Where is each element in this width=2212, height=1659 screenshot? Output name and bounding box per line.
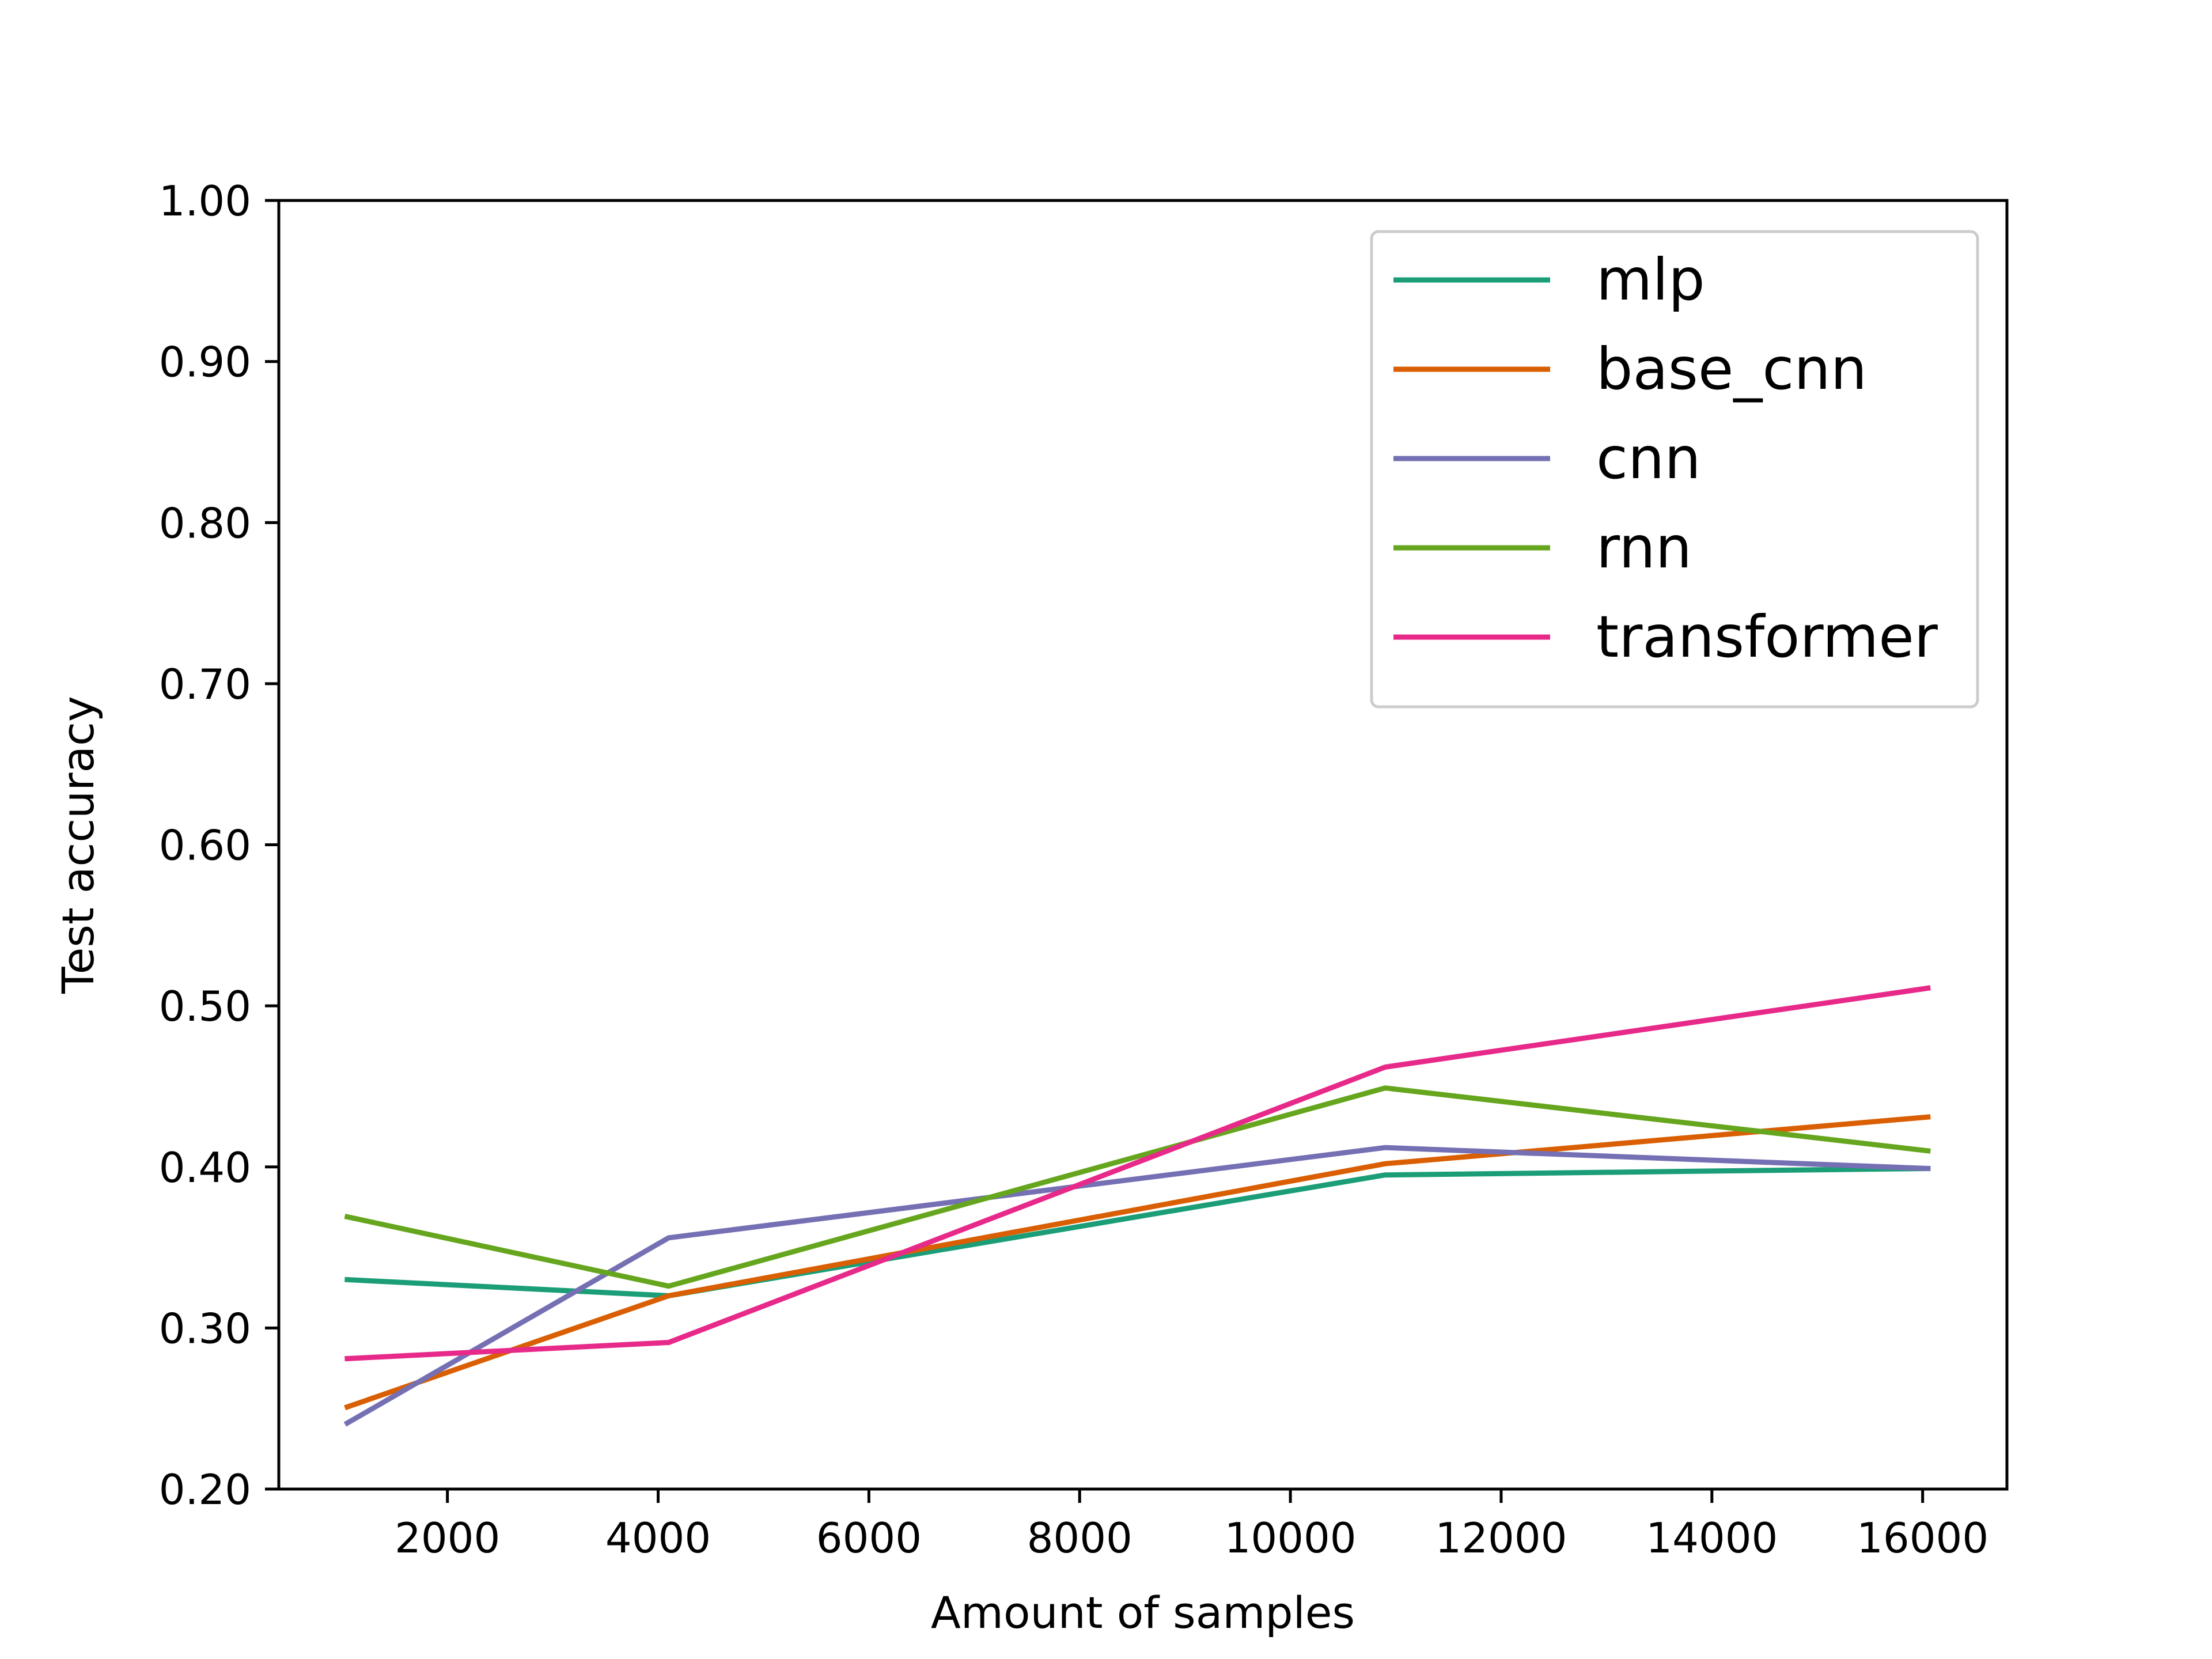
y-tick-label: 0.70 [159,660,251,709]
y-tick-label: 0.40 [159,1143,251,1192]
x-axis-title: Amount of samples [931,1587,1355,1638]
y-tick-label: 0.20 [159,1465,251,1514]
x-axis: 2000 4000 6000 8000 10000 12000 14000 16000 [395,1489,1988,1562]
x-tick-label: 6000 [816,1514,922,1562]
legend-box [1370,230,1979,709]
y-axis-title: Test accuracy [52,696,104,994]
legend-label-mlp: mlp [1596,246,1705,313]
x-tick-label: 2000 [395,1514,500,1562]
x-tick-label: 4000 [605,1514,711,1562]
y-tick-label: 1.00 [159,177,251,225]
x-tick-label: 8000 [1027,1514,1132,1562]
y-tick-label: 0.60 [159,821,251,870]
legend-label-rnn: rnn [1596,514,1692,581]
y-tick-label: 0.30 [159,1304,251,1353]
x-tick-label: 10000 [1225,1514,1357,1562]
y-tick-label: 0.80 [159,499,251,547]
x-tick-label: 16000 [1857,1514,1988,1562]
series-line-transformer [344,985,1931,1362]
legend-label-cnn: cnn [1596,425,1701,492]
y-axis: 0.20 0.30 0.40 0.50 0.60 0.70 0.80 0.90 1.00 [159,177,279,1514]
series-line-rnn [344,1085,1931,1289]
y-tick-label: 0.90 [159,338,251,387]
x-tick-label: 14000 [1646,1514,1778,1562]
legend-label-base-cnn: base_cnn [1596,335,1867,403]
x-tick-label: 12000 [1435,1514,1567,1562]
series-layer [343,985,1931,1427]
series-line-mlp [344,1165,1931,1298]
series-line-cnn [343,1145,1931,1427]
legend-label-transformer: transformer [1596,603,1938,671]
y-tick-label: 0.50 [159,982,251,1031]
